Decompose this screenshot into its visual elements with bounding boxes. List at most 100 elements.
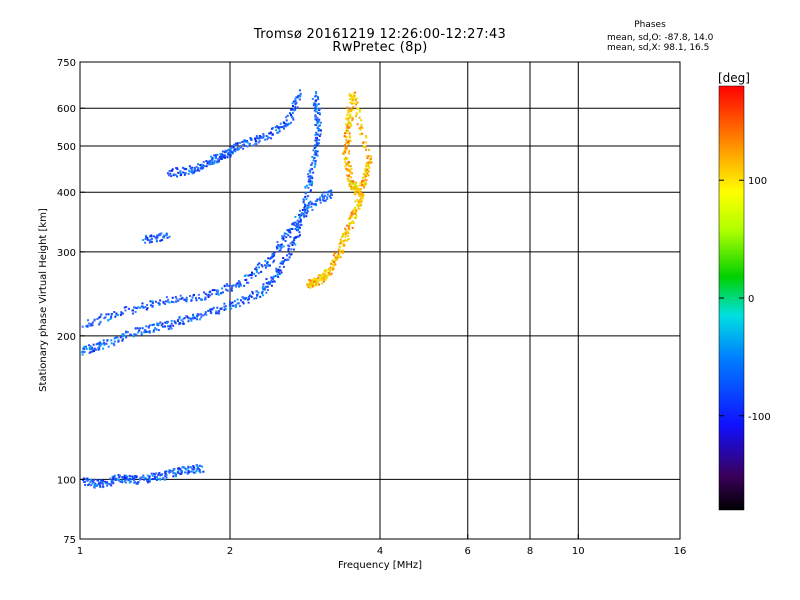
x-mode-echo bbox=[355, 115, 357, 118]
o-mode-echo bbox=[109, 477, 112, 480]
o-mode-echo bbox=[82, 477, 85, 480]
o-mode-echo bbox=[233, 300, 236, 303]
o-mode-echo bbox=[251, 271, 253, 274]
x-mode-echo bbox=[358, 204, 361, 207]
o-mode-echo bbox=[204, 311, 207, 314]
o-mode-echo bbox=[247, 274, 250, 277]
x-mode-echo bbox=[354, 102, 357, 105]
o-mode-echo bbox=[140, 333, 143, 336]
o-mode-echo bbox=[145, 330, 148, 333]
o-mode-echo bbox=[170, 175, 173, 178]
o-mode-echo bbox=[230, 284, 233, 287]
o-mode-echo bbox=[191, 172, 194, 175]
o-mode-echo bbox=[140, 305, 143, 308]
o-mode-echo bbox=[323, 191, 326, 194]
x-mode-echo bbox=[358, 184, 361, 187]
x-mode-echo bbox=[315, 281, 318, 284]
o-mode-echo bbox=[220, 292, 222, 295]
x-mode-echo bbox=[334, 263, 337, 266]
o-mode-echo bbox=[175, 297, 178, 300]
o-mode-echo bbox=[169, 326, 172, 329]
o-mode-echo bbox=[288, 229, 291, 232]
o-mode-echo bbox=[315, 110, 318, 113]
o-mode-echo bbox=[307, 173, 310, 176]
x-mode-echo bbox=[351, 215, 353, 218]
o-mode-echo bbox=[289, 242, 292, 245]
o-mode-echo bbox=[82, 347, 85, 350]
x-mode-echo bbox=[357, 189, 360, 192]
o-mode-echo bbox=[305, 212, 308, 215]
o-mode-echo bbox=[249, 137, 252, 140]
o-mode-echo bbox=[277, 126, 280, 129]
o-mode-echo bbox=[316, 150, 319, 153]
colorbar-label: [deg] bbox=[718, 71, 750, 85]
o-mode-echo bbox=[202, 161, 205, 163]
o-mode-echo bbox=[169, 324, 172, 327]
x-mode-echo bbox=[349, 165, 352, 168]
o-mode-echo bbox=[232, 284, 235, 287]
x-mode-echo bbox=[355, 97, 358, 100]
o-mode-echo bbox=[317, 125, 320, 128]
x-mode-echo bbox=[360, 194, 363, 197]
x-mode-echo bbox=[362, 194, 365, 197]
o-mode-echo bbox=[321, 194, 324, 197]
o-mode-echo bbox=[304, 203, 306, 206]
o-mode-echo bbox=[249, 274, 252, 276]
x-mode-echo bbox=[345, 231, 348, 234]
o-mode-echo bbox=[267, 136, 269, 139]
o-mode-echo bbox=[232, 146, 235, 149]
o-mode-echo bbox=[152, 472, 155, 475]
o-mode-echo bbox=[262, 133, 265, 135]
o-mode-echo bbox=[309, 175, 312, 178]
x-mode-echo bbox=[347, 120, 350, 123]
o-mode-echo bbox=[118, 476, 121, 478]
x-mode-echo bbox=[352, 92, 355, 95]
x-mode-echo bbox=[369, 160, 372, 163]
o-mode-echo bbox=[165, 300, 167, 303]
x-mode-echo bbox=[318, 283, 321, 286]
o-mode-echo bbox=[151, 237, 153, 240]
o-mode-echo bbox=[129, 475, 132, 478]
o-mode-echo bbox=[166, 300, 169, 303]
o-mode-echo bbox=[101, 483, 104, 486]
x-mode-echo bbox=[367, 174, 370, 176]
o-mode-echo bbox=[162, 301, 165, 304]
o-mode-echo bbox=[251, 290, 254, 293]
x-mode-echo bbox=[324, 275, 327, 278]
x-mode-echo bbox=[360, 124, 363, 126]
o-mode-echo bbox=[230, 288, 233, 291]
o-mode-echo bbox=[93, 350, 95, 352]
o-mode-echo bbox=[149, 324, 152, 327]
o-mode-echo bbox=[261, 286, 264, 289]
o-mode-echo bbox=[224, 151, 226, 154]
o-mode-echo bbox=[257, 141, 260, 144]
o-mode-echo bbox=[313, 147, 316, 150]
o-mode-echo bbox=[151, 478, 154, 481]
x-mode-echo bbox=[344, 160, 346, 163]
o-mode-echo bbox=[328, 195, 331, 198]
o-mode-echo bbox=[132, 477, 134, 480]
x-mode-echo bbox=[366, 172, 368, 175]
o-mode-echo bbox=[113, 478, 116, 481]
x-mode-echo bbox=[332, 254, 335, 257]
o-mode-echo bbox=[137, 331, 140, 334]
x-mode-echo bbox=[335, 255, 338, 258]
o-mode-echo bbox=[198, 313, 201, 316]
o-mode-echo bbox=[282, 237, 285, 240]
o-mode-echo bbox=[185, 168, 188, 171]
o-mode-echo bbox=[209, 310, 212, 313]
o-mode-echo bbox=[167, 298, 170, 301]
o-mode-echo bbox=[243, 143, 246, 146]
o-mode-echo bbox=[165, 233, 168, 236]
o-mode-echo bbox=[163, 478, 166, 481]
o-mode-echo bbox=[312, 149, 315, 152]
o-mode-echo bbox=[211, 293, 213, 296]
o-mode-echo bbox=[117, 478, 120, 481]
o-mode-echo bbox=[230, 289, 233, 292]
o-mode-echo bbox=[198, 297, 201, 300]
x-mode-echo bbox=[347, 160, 350, 163]
x-mode-echo bbox=[344, 239, 347, 242]
o-mode-echo bbox=[261, 265, 264, 268]
o-mode-echo bbox=[218, 157, 221, 160]
o-mode-echo bbox=[110, 313, 113, 315]
